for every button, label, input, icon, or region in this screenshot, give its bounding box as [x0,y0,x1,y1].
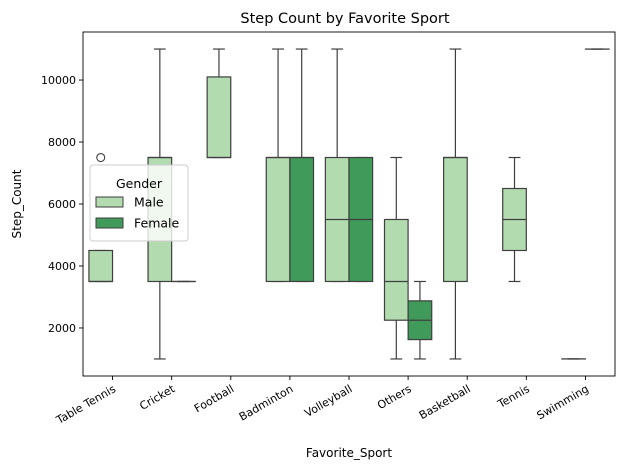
x-tick-label: Badminton [237,382,296,423]
y-tick-label: 10000 [41,74,76,87]
box-body [443,156,468,283]
y-tick-label: 6000 [48,198,76,211]
box-male-volleyball [324,48,350,283]
box-body [88,249,114,283]
y-axis-label: Step_Count [10,169,24,238]
y-tick-label: 8000 [48,136,76,149]
box-male-badminton [265,48,291,283]
legend-title: Gender [116,176,163,191]
y-tick-label: 2000 [48,322,76,335]
legend: Gender Male Female [89,164,189,242]
y-axis: 2000 4000 6000 8000 10000 [41,74,83,335]
box-female-volleyball [348,156,374,283]
y-tick-label: 4000 [48,260,76,273]
x-tick-label: Others [375,382,414,412]
box-male-football [206,48,232,159]
legend-entry-label: Male [134,195,164,210]
outlier-point [96,152,106,163]
x-tick-label: Table Tennis [53,382,118,427]
legend-entries: Male Female [95,195,180,231]
x-axis-label: Favorite_Sport [306,446,392,460]
box-body [265,156,291,283]
x-tick-label: Football [192,382,236,415]
legend-swatch [95,196,124,208]
box-body [289,156,315,283]
plot-marks [88,48,610,360]
x-tick-label: Cricket [137,382,177,413]
legend-swatch [95,217,124,229]
box-male-table-tennis [88,152,114,283]
box-male-tennis [502,156,527,283]
box-body [383,218,409,321]
chart-title: Step Count by Favorite Sport [240,11,449,27]
box-female-badminton [289,48,315,283]
x-tick-label: Volleyball [302,382,354,420]
box-female-others [407,280,433,360]
box-body [206,76,232,159]
legend-entry-label: Female [134,216,180,231]
x-tick-label: Swimming [535,382,591,422]
x-tick-label: Basketball [417,382,473,422]
x-axis: Table Tennis Cricket Football Badminton Voll… [53,376,591,427]
x-tick-label: Tennis [495,382,532,411]
box-male-others [383,156,409,360]
box-male-basketball [443,48,468,360]
